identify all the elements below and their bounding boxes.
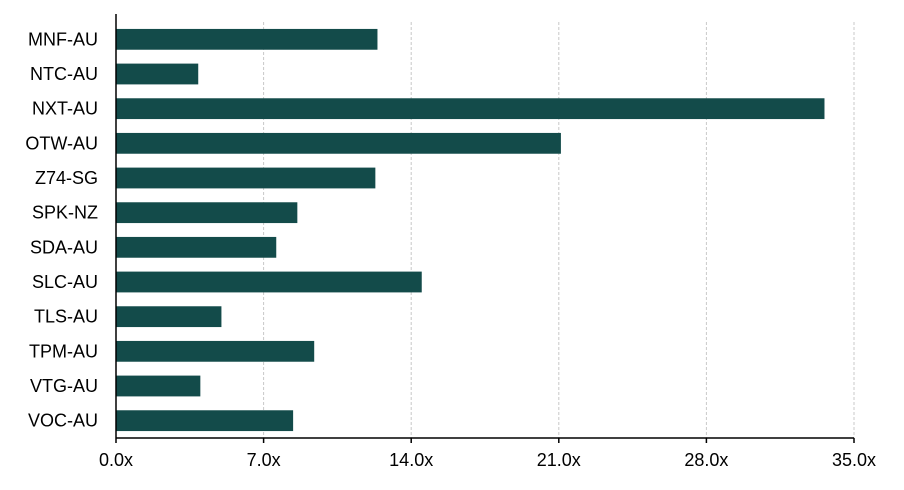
category-label: SPK-NZ: [32, 203, 98, 223]
bar-otw-au: [116, 132, 561, 154]
x-tick-label: 21.0x: [537, 450, 581, 470]
category-label: VTG-AU: [30, 376, 98, 396]
bar-ntc-au: [116, 63, 199, 85]
bar-voc-au: [116, 410, 294, 432]
category-label: MNF-AU: [28, 29, 98, 49]
category-label: NTC-AU: [30, 64, 98, 84]
x-tick-label: 35.0x: [832, 450, 876, 470]
bar-mnf-au: [116, 28, 378, 50]
x-tick-labels: 0.0x 7.0x 14.0x 21.0x 28.0x 35.0x: [99, 450, 876, 470]
axes: [115, 14, 855, 443]
category-labels: MNF-AU NTC-AU NXT-AU OTW-AU Z74-SG SPK-NZ SDA-…: [25, 29, 98, 430]
bar-vtg-au: [116, 375, 201, 397]
bar-spk-nz: [116, 202, 298, 224]
category-label: SLC-AU: [32, 272, 98, 292]
category-label: VOC-AU: [28, 411, 98, 431]
category-label: TPM-AU: [29, 341, 98, 361]
category-label: NXT-AU: [32, 99, 98, 119]
x-tick-label: 28.0x: [684, 450, 728, 470]
bar-slc-au: [116, 271, 422, 293]
category-label: Z74-SG: [35, 168, 98, 188]
bar-sda-au: [116, 236, 277, 258]
x-tick-label: 7.0x: [247, 450, 281, 470]
category-label: OTW-AU: [25, 133, 98, 153]
grid-lines: [263, 22, 855, 438]
bar-nxt-au: [116, 98, 825, 120]
x-tick-label: 0.0x: [99, 450, 133, 470]
x-tick-label: 14.0x: [389, 450, 433, 470]
bar-z74-sg: [116, 167, 376, 189]
bar-tpm-au: [116, 340, 315, 362]
bars: [116, 28, 825, 432]
category-label: SDA-AU: [30, 237, 98, 257]
category-label: TLS-AU: [34, 307, 98, 327]
bar-tls-au: [116, 306, 222, 328]
